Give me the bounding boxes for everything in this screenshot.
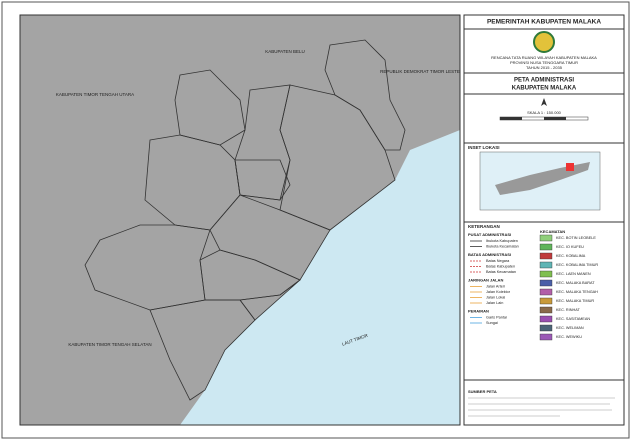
kecamatan-name: KEC. MALAKA BARAT [556,281,595,285]
legend-item: Jalan Kolektor [486,290,511,294]
plan-line: RENCANA TATA RUANG WILAYAH KABUPATEN MAL… [491,55,597,60]
legend-title: KETERANGAN [468,224,500,229]
kecamatan-swatch [539,324,553,332]
region-label: REPUBLIK DEMOKRAT TIMOR LESTE [380,69,460,74]
legend-item: Batas Kecamatan [486,270,516,274]
region-label: KABUPATEN TIMOR TENGAH UTARA [56,92,134,97]
kecamatan-swatch [539,306,553,314]
kecamatan-swatch [539,315,553,323]
kecamatan-swatch [539,270,553,278]
legend-item: Batas Kabupaten [486,265,515,269]
legend-item: Ibukota Kabupaten [486,239,518,243]
kecamatan-swatch [539,234,553,242]
legend-item: Jalan Lokal [486,296,505,300]
legend-item: Sungai [486,321,498,325]
panel-header: PEMERINTAH KABUPATEN MALAKA [487,19,601,26]
kecamatan-name: KEC. MALAKA TENGAH [556,290,598,294]
legend-item: Jalan Arteri [486,285,505,289]
source-title: SUMBER PETA [468,389,497,394]
panel-subtitle: KABUPATEN MALAKA [512,86,577,92]
kecamatan-swatch [539,252,553,260]
panel-title: PETA ADMINISTRASI [514,78,574,84]
kecamatan-name: KEC. MALAKA TIMUR [556,299,594,303]
map-border [19,14,461,426]
legend-group-title: JARINGAN JALAN [468,278,503,283]
kecamatan-name: KEC. WEWIKU [556,335,582,339]
kecamatan-name: KEC. SASITAMEAN [556,317,590,321]
north-arrow [541,98,547,106]
scale-text: SKALA 1 : 150.000 [527,110,562,115]
kecamatan-name: KEC. RINHAT [556,308,580,312]
plan-line: TAHUN 2015 - 2035 [526,65,563,70]
kecamatan-swatch [539,297,553,305]
kecamatan-name: KEC. KOBALIMA TIMUR [556,263,598,267]
kecamatan-swatch [539,261,553,269]
kecamatan-name: KEC. KOBALIMA [556,254,586,258]
region-label: KABUPATEN BELU [265,49,305,54]
region-label: KABUPATEN TIMOR TENGAH SELATAN [68,342,151,347]
inset-highlight [566,163,574,171]
map-frame: KABUPATEN BELU REPUBLIK DEMOKRAT TIMOR L… [19,14,461,426]
kecamatan-title: KECAMATAN [540,229,565,234]
logo [533,31,555,53]
kecamatan-name: KEC. LAEN MANEN [556,272,591,276]
plan-line: PROVINSI NUSA TENGGARA TIMUR [510,60,578,65]
panel-border [463,14,625,426]
kecamatan-swatch [539,279,553,287]
kecamatan-swatch [539,243,553,251]
legend-item: Jalan Lain [486,301,503,305]
legend-item: Ibukota Kecamatan [486,245,519,249]
kecamatan-swatch [539,288,553,296]
kecamatan-name: KEC. IO KUFEU [556,245,584,249]
legend-group-title: PUSAT ADMINISTRASI [468,232,511,237]
kecamatan-name: KEC. BOTIN LEOBELE [556,236,596,240]
legend-group-title: PERAIRAN [468,309,489,314]
legend-panel: PEMERINTAH KABUPATEN MALAKA RENCANA TATA… [463,14,625,426]
inset-title: INSET LOKASI [468,145,500,150]
kecamatan-name: KEC. WELIMAN [556,326,584,330]
sea [180,130,460,425]
district [174,69,246,146]
district [324,39,406,151]
legend-item: Garis Pantai [486,316,507,320]
district [149,299,256,401]
kecamatan-swatch [539,333,553,341]
legend-item: Batas Negara [486,259,510,263]
legend-group-title: BATAS ADMINISTRASI [468,252,511,257]
